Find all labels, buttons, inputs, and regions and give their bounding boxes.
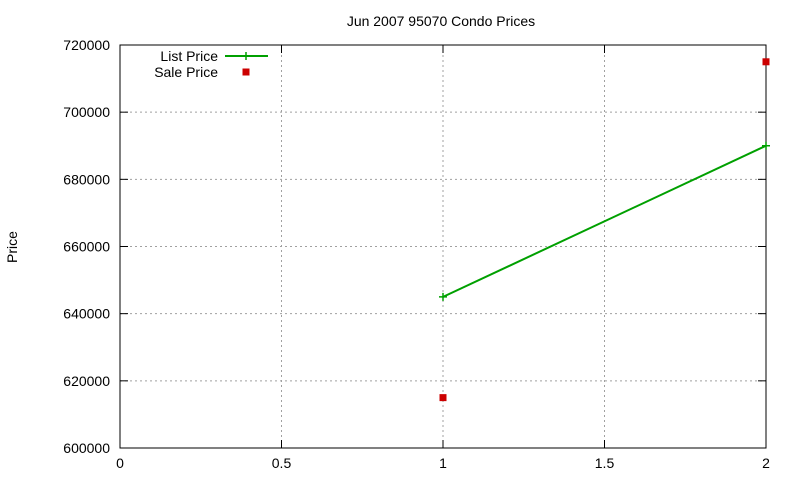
y-tick-label: 660000 — [63, 239, 110, 255]
y-tick-label: 640000 — [63, 306, 110, 322]
axis-ticks: 600000 620000 640000 660000 680000 700000 7200… — [63, 37, 770, 471]
legend-marker-list-price — [242, 52, 250, 60]
y-tick-label: 680000 — [63, 171, 110, 187]
sale-price-series — [439, 58, 770, 402]
legend-label-list-price: List Price — [160, 48, 218, 64]
x-tick-label: 0 — [116, 455, 124, 471]
list-price-point — [439, 292, 447, 301]
x-tick-label: 1.5 — [595, 455, 615, 471]
x-tick-label: 0.5 — [272, 455, 292, 471]
sale-price-point — [439, 394, 447, 402]
x-tick-label: 2 — [762, 455, 770, 471]
y-axis-label: Price — [4, 231, 20, 263]
list-price-series — [439, 141, 770, 301]
sale-price-point — [762, 58, 770, 66]
list-price-point — [762, 141, 770, 150]
legend-marker-sale-price — [242, 68, 250, 76]
x-tick-label: 1 — [439, 455, 447, 471]
y-tick-label: 600000 — [63, 440, 110, 456]
grid-lines — [120, 45, 766, 448]
y-tick-label: 700000 — [63, 104, 110, 120]
list-price-line — [442, 144, 767, 298]
chart-title: Jun 2007 95070 Condo Prices — [347, 13, 535, 29]
legend-label-sale-price: Sale Price — [154, 64, 218, 80]
y-tick-label: 720000 — [63, 37, 110, 53]
y-tick-label: 620000 — [63, 373, 110, 389]
data-series — [439, 58, 770, 402]
